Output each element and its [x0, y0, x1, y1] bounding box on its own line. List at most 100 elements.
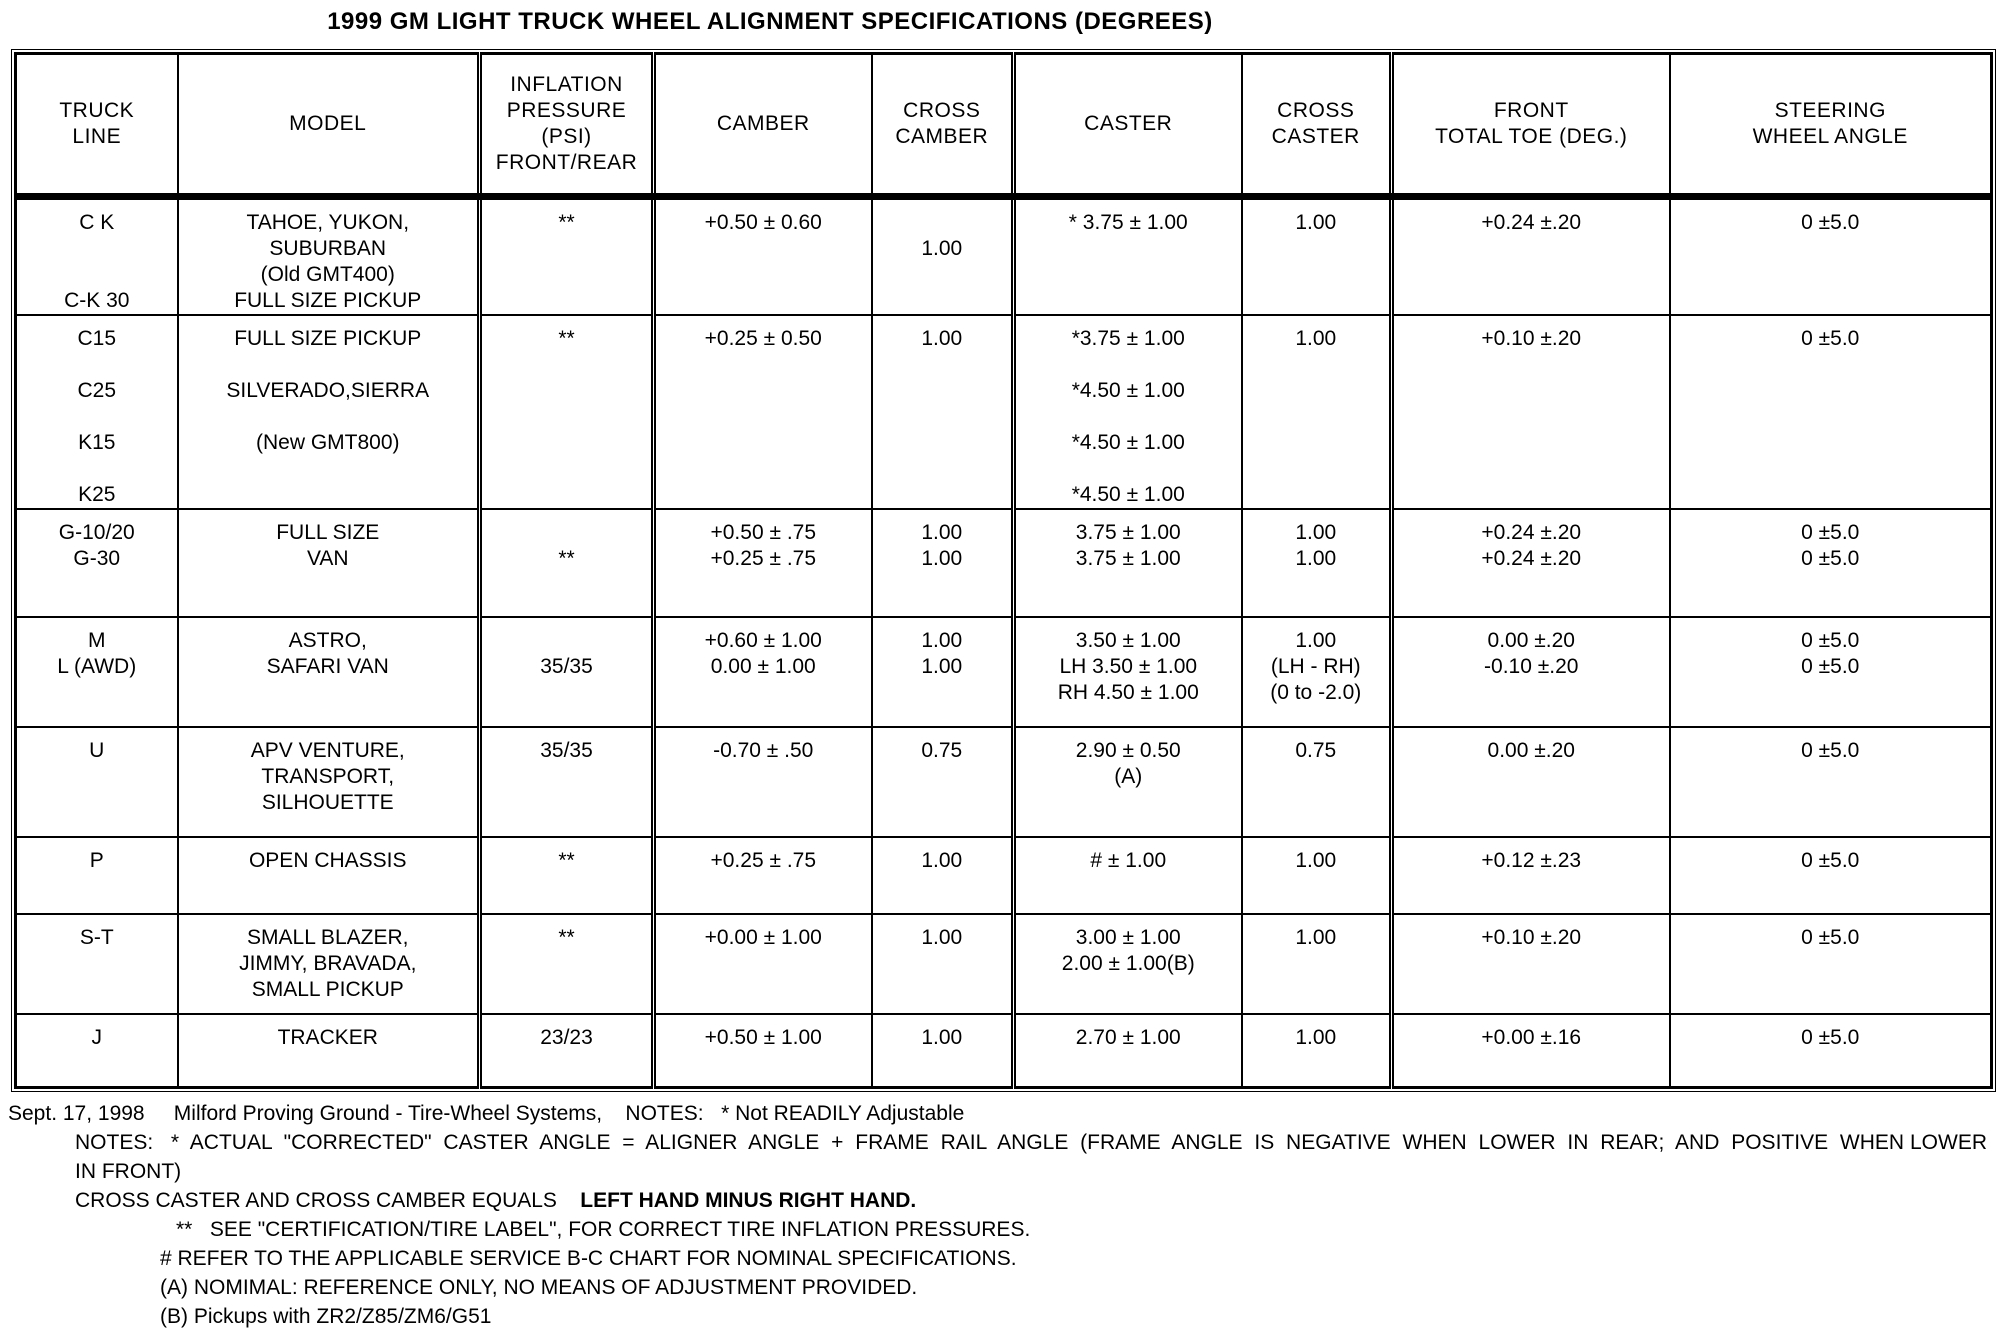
- cell-steering: 0 ±5.0 0 ±5.0: [1668, 616, 1993, 728]
- cell-cross-camber: 1.00: [870, 836, 1015, 915]
- cell-cross-camber: 1.00 1.00: [870, 508, 1015, 618]
- header-cross-camber: CROSS CAMBER: [870, 52, 1015, 200]
- cell-truck-line: G-10/20 G-30: [14, 508, 179, 618]
- cell-inflation: 35/35: [477, 616, 655, 728]
- cell-camber: -0.70 ± .50: [651, 726, 873, 838]
- cell-camber: +0.25 ± 0.50: [651, 314, 873, 510]
- cell-steering: 0 ±5.0: [1668, 195, 1993, 316]
- cell-camber: +0.60 ± 1.00 0.00 ± 1.00: [651, 616, 873, 728]
- table-row-c15-k25: C15 C25 K15 K25 FULL SIZE PICKUP SILVERA…: [14, 314, 1993, 510]
- cell-toe: +0.24 ±.20: [1389, 195, 1671, 316]
- cell-cross-caster: 1.00: [1240, 913, 1393, 1015]
- cell-camber: +0.25 ± .75: [651, 836, 873, 915]
- cell-truck-line: J: [14, 1013, 179, 1088]
- cell-caster: # ± 1.00: [1011, 836, 1243, 915]
- cell-cross-camber: 1.00: [870, 913, 1015, 1015]
- cell-toe: +0.12 ±.23: [1389, 836, 1671, 915]
- note-tire-label: ** SEE "CERTIFICATION/TIRE LABEL", FOR C…: [176, 1217, 1031, 1241]
- header-steering-wheel-angle: STEERING WHEEL ANGLE: [1668, 52, 1993, 200]
- note-a-nominal: (A) NOMIMAL: REFERENCE ONLY, NO MEANS OF…: [160, 1275, 918, 1299]
- header-inflation-pressure: INFLATION PRESSURE (PSI) FRONT/REAR: [477, 52, 655, 200]
- cell-inflation: **: [477, 508, 655, 618]
- header-camber: CAMBER: [651, 52, 873, 200]
- header-caster: CASTER: [1011, 52, 1243, 200]
- cell-truck-line: P: [14, 836, 179, 915]
- cell-cross-caster: 1.00: [1240, 195, 1393, 316]
- cell-caster: 2.70 ± 1.00: [1011, 1013, 1243, 1088]
- cell-steering: 0 ±5.0: [1668, 726, 1993, 838]
- page-title: 1999 GM LIGHT TRUCK WHEEL ALIGNMENT SPEC…: [327, 8, 1213, 35]
- header-row: TRUCK LINE MODEL INFLATION PRESSURE (PSI…: [14, 52, 1993, 200]
- cell-model: APV VENTURE, TRANSPORT, SILHOUETTE: [176, 726, 481, 838]
- cell-inflation: **: [477, 836, 655, 915]
- table-row-u-apv: U APV VENTURE, TRANSPORT, SILHOUETTE 35/…: [14, 726, 1993, 838]
- cell-cross-camber: 1.00: [870, 1013, 1015, 1088]
- cell-cross-camber: 1.00: [870, 314, 1015, 510]
- table-row-ck: C K C-K 30 TAHOE, YUKON, SUBURBAN (Old G…: [14, 195, 1993, 316]
- cell-cross-camber: 1.00: [870, 195, 1015, 316]
- header-truck-line: TRUCK LINE: [14, 52, 179, 200]
- cell-model: TAHOE, YUKON, SUBURBAN (Old GMT400) FULL…: [176, 195, 481, 316]
- cell-toe: +0.00 ±.16: [1389, 1013, 1671, 1088]
- cell-inflation: 23/23: [477, 1013, 655, 1088]
- note-left-minus-right: LEFT HAND MINUS RIGHT HAND.: [580, 1188, 917, 1212]
- cell-camber: +0.50 ± .75 +0.25 ± .75: [651, 508, 873, 618]
- cell-cross-camber: 1.00 1.00: [870, 616, 1015, 728]
- note-date-source: Sept. 17, 1998 Milford Proving Ground - …: [8, 1101, 965, 1125]
- cell-model: SMALL BLAZER, JIMMY, BRAVADA, SMALL PICK…: [176, 913, 481, 1015]
- header-front-total-toe: FRONT TOTAL TOE (DEG.): [1389, 52, 1671, 200]
- note-corrected-caster: NOTES: * ACTUAL "CORRECTED" CASTER ANGLE…: [75, 1130, 1993, 1183]
- cell-steering: 0 ±5.0: [1668, 314, 1993, 510]
- cell-model: TRACKER: [176, 1013, 481, 1088]
- cell-cross-caster: 1.00: [1240, 1013, 1393, 1088]
- cell-inflation: 35/35: [477, 726, 655, 838]
- cell-steering: 0 ±5.0: [1668, 913, 1993, 1015]
- note-cross-caster-camber: CROSS CASTER AND CROSS CAMBER EQUALS LEF…: [75, 1186, 2002, 1215]
- cell-model: ASTRO, SAFARI VAN: [176, 616, 481, 728]
- cell-toe: +0.24 ±.20 +0.24 ±.20: [1389, 508, 1671, 618]
- cell-steering: 0 ±5.0: [1668, 836, 1993, 915]
- cell-camber: +0.00 ± 1.00: [651, 913, 873, 1015]
- cell-caster: 3.50 ± 1.00 LH 3.50 ± 1.00 RH 4.50 ± 1.0…: [1011, 616, 1243, 728]
- cell-steering: 0 ±5.0: [1668, 1013, 1993, 1088]
- note-cross-caster-camber-text: CROSS CASTER AND CROSS CAMBER EQUALS: [75, 1188, 581, 1212]
- table-row-m-astro: M L (AWD) ASTRO, SAFARI VAN 35/35 +0.60 …: [14, 616, 1993, 728]
- cell-toe: 0.00 ±.20 -0.10 ±.20: [1389, 616, 1671, 728]
- table-row-g-van: G-10/20 G-30 FULL SIZE VAN ** +0.50 ± .7…: [14, 508, 1993, 618]
- cell-cross-caster: 1.00: [1240, 836, 1393, 915]
- cell-caster: *3.75 ± 1.00 *4.50 ± 1.00 *4.50 ± 1.00 *…: [1011, 314, 1243, 510]
- cell-caster: 2.90 ± 0.50 (A): [1011, 726, 1243, 838]
- cell-toe: +0.10 ±.20: [1389, 913, 1671, 1015]
- table-row-j-tracker: J TRACKER 23/23 +0.50 ± 1.00 1.00 2.70 ±…: [14, 1013, 1993, 1088]
- cell-inflation: **: [477, 195, 655, 316]
- cell-truck-line: M L (AWD): [14, 616, 179, 728]
- cell-model: FULL SIZE PICKUP SILVERADO,SIERRA (New G…: [176, 314, 481, 510]
- header-cross-caster: CROSS CASTER: [1240, 52, 1393, 200]
- note-bc-chart: # REFER TO THE APPLICABLE SERVICE B-C CH…: [160, 1246, 1017, 1270]
- cell-truck-line: C K C-K 30: [14, 195, 179, 316]
- cell-inflation: **: [477, 314, 655, 510]
- scanned-document-page: 1999 GM LIGHT TRUCK WHEEL ALIGNMENT SPEC…: [0, 8, 2002, 1328]
- cell-cross-camber: 0.75: [870, 726, 1015, 838]
- cell-cross-caster: 1.00 (LH - RH) (0 to -2.0): [1240, 616, 1393, 728]
- cell-model: OPEN CHASSIS: [176, 836, 481, 915]
- header-model: MODEL: [176, 52, 481, 200]
- cell-cross-caster: 1.00: [1240, 314, 1393, 510]
- cell-model: FULL SIZE VAN: [176, 508, 481, 618]
- cell-steering: 0 ±5.0 0 ±5.0: [1668, 508, 1993, 618]
- cell-truck-line: S-T: [14, 913, 179, 1015]
- cell-truck-line: U: [14, 726, 179, 838]
- cell-truck-line: C15 C25 K15 K25: [14, 314, 179, 510]
- cell-caster: * 3.75 ± 1.00: [1011, 195, 1243, 316]
- cell-camber: +0.50 ± 0.60: [651, 195, 873, 316]
- cell-cross-caster: 1.00 1.00: [1240, 508, 1393, 618]
- cell-cross-caster: 0.75: [1240, 726, 1393, 838]
- cell-caster: 3.00 ± 1.00 2.00 ± 1.00(B): [1011, 913, 1243, 1015]
- table-row-p-open-chassis: P OPEN CHASSIS ** +0.25 ± .75 1.00 # ± 1…: [14, 836, 1993, 915]
- cell-toe: 0.00 ±.20: [1389, 726, 1671, 838]
- cell-toe: +0.10 ±.20: [1389, 314, 1671, 510]
- footnotes: Sept. 17, 1998 Milford Proving Ground - …: [0, 1099, 2002, 1331]
- alignment-spec-table: TRUCK LINE MODEL INFLATION PRESSURE (PSI…: [11, 49, 1996, 1092]
- note-b-pickups: (B) Pickups with ZR2/Z85/ZM6/G51: [160, 1304, 492, 1328]
- cell-camber: +0.50 ± 1.00: [651, 1013, 873, 1088]
